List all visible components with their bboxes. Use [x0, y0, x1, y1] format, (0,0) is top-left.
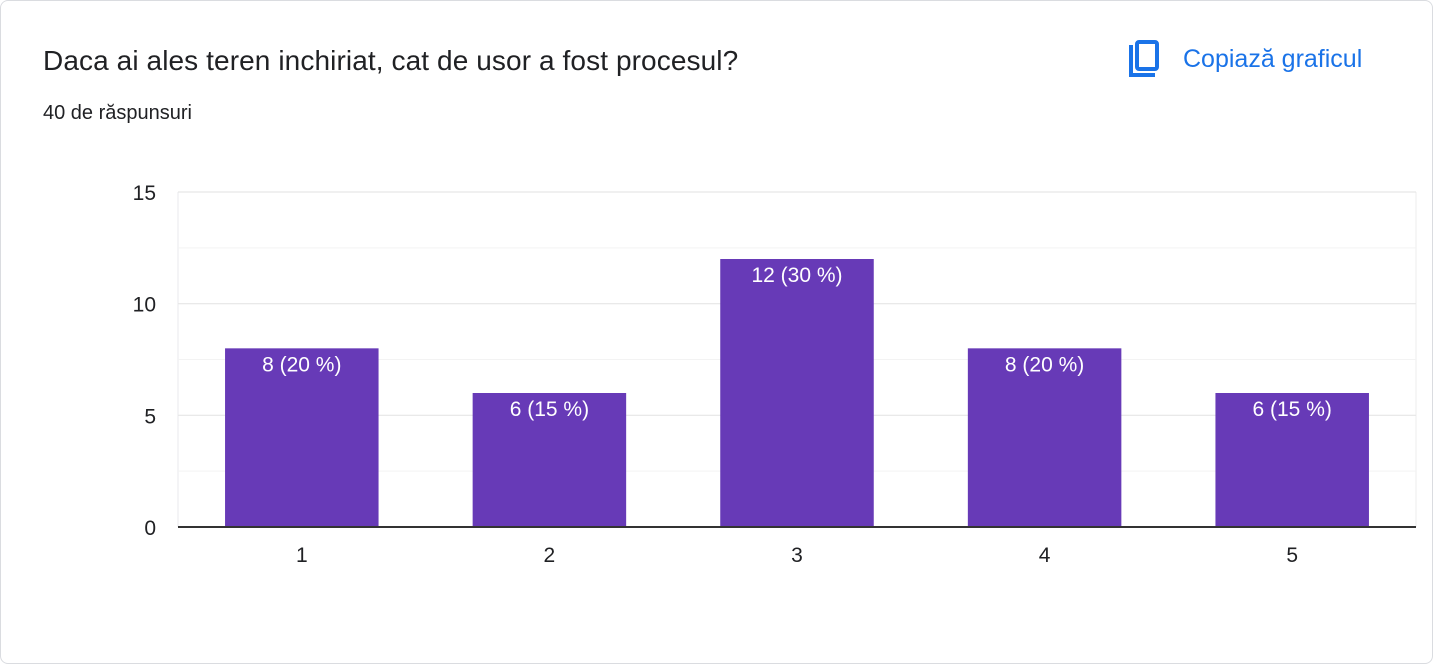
bar-5[interactable]: [1215, 393, 1369, 527]
x-tick-label: 5: [1286, 544, 1298, 567]
copy-icon: [1125, 39, 1161, 79]
y-tick-label: 0: [144, 517, 156, 540]
x-tick-label: 4: [1039, 544, 1051, 567]
bar-1[interactable]: [225, 348, 379, 527]
y-tick-label: 15: [133, 182, 156, 205]
question-title: Daca ai ales teren inchiriat, cat de uso…: [43, 45, 739, 76]
bars: [225, 259, 1369, 527]
x-tick-label: 1: [296, 544, 308, 567]
response-count: 40 de răspunsuri: [43, 102, 192, 124]
x-tick-label: 3: [791, 544, 803, 567]
bar-data-label: 8 (20 %): [262, 353, 341, 376]
gridlines: [177, 191, 1417, 527]
bar-2[interactable]: [472, 393, 627, 527]
y-tick-label: 10: [133, 294, 156, 317]
x-tick-label: 2: [544, 544, 556, 567]
bar-data-label: 6 (15 %): [510, 398, 589, 421]
copy-chart-button[interactable]: Copiază graficul: [1125, 37, 1362, 81]
bar-data-label: 8 (20 %): [1005, 353, 1084, 376]
x-axis-ticks: 1 2 3 4 5: [296, 544, 1298, 567]
bar-data-label: 6 (15 %): [1253, 398, 1332, 421]
data-labels: 8 (20 %) 6 (15 %) 12 (30 %) 8 (20 %) 6 (15 %…: [262, 264, 1332, 421]
copy-chart-label: Copiază graficul: [1183, 44, 1363, 73]
y-tick-label: 5: [144, 405, 156, 428]
y-axis-ticks: 0 5 10 15: [133, 182, 156, 540]
bar-3[interactable]: [720, 259, 874, 527]
bar-4[interactable]: [967, 348, 1122, 527]
bar-data-label: 12 (30 %): [751, 264, 842, 287]
